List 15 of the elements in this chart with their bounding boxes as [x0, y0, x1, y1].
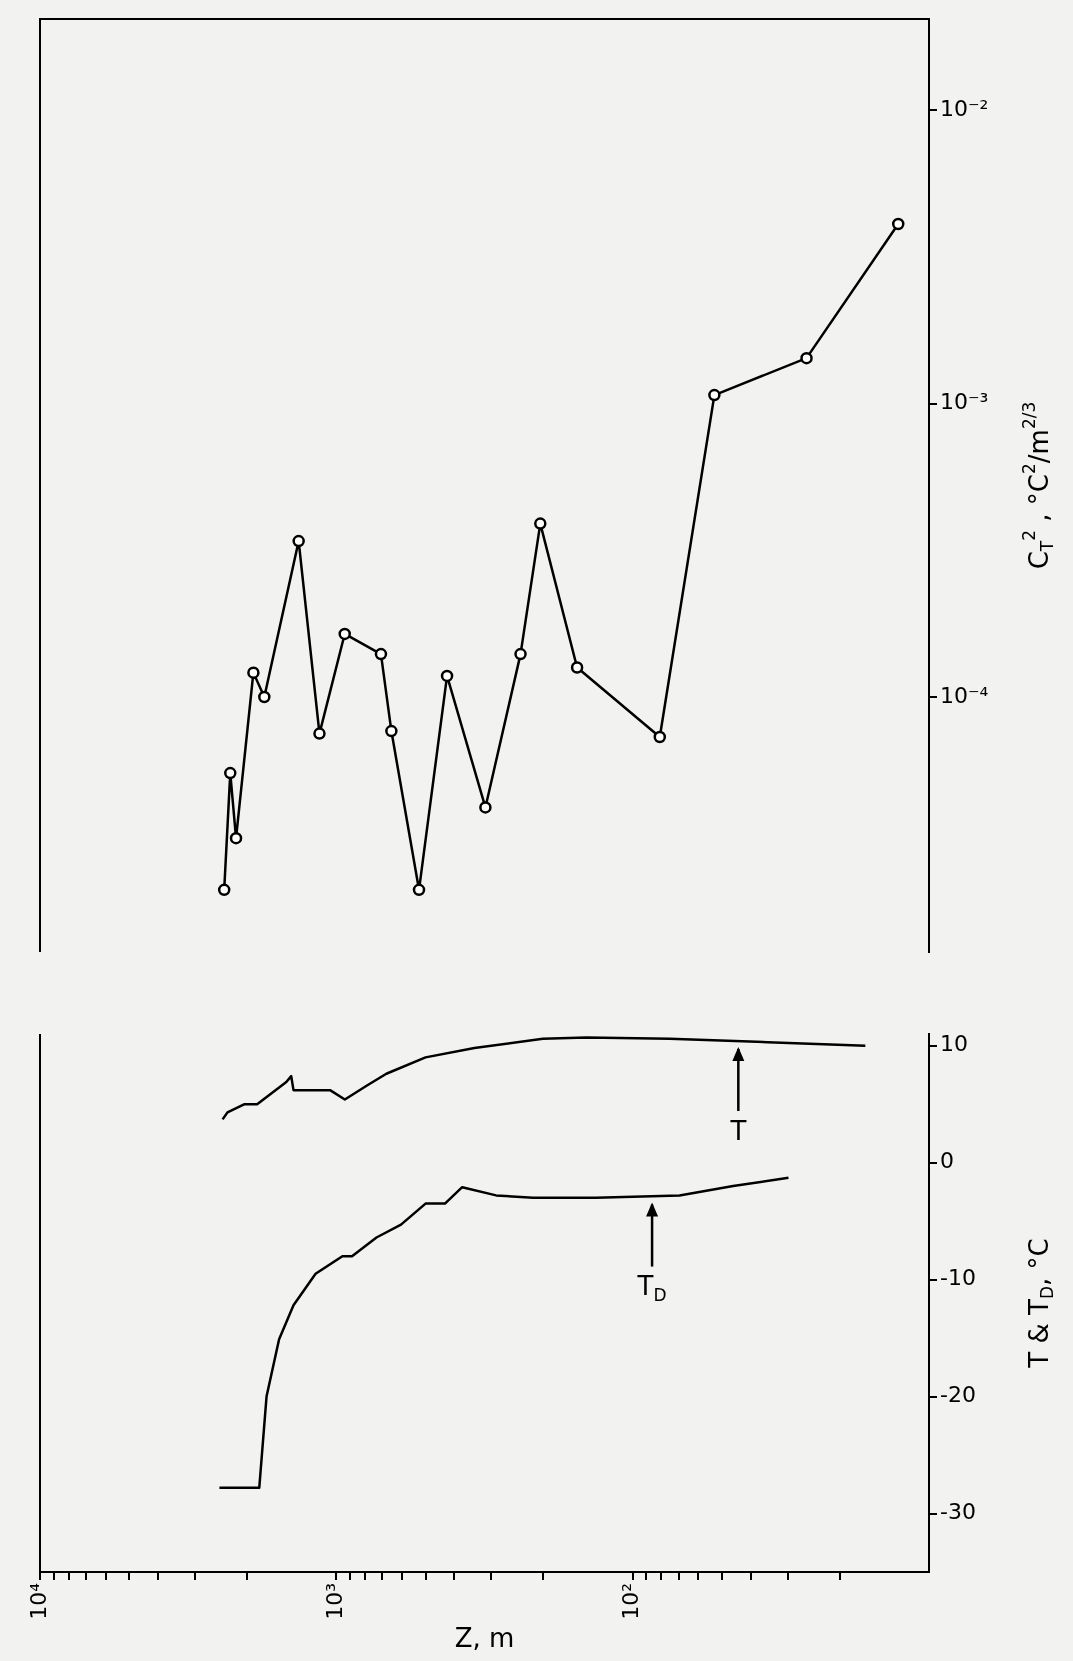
y-axis-title: T & TD, °C — [1023, 1238, 1058, 1369]
y-tick-label: 0 — [940, 1148, 954, 1174]
y-tick-label: -30 — [940, 1499, 976, 1525]
y-tick-label: 10⁻² — [940, 96, 989, 122]
y-axis-title: CT2 , °C2/m2/3 — [1019, 401, 1058, 570]
y-tick-label: 10 — [940, 1031, 968, 1057]
y-tick-label: 10⁻³ — [940, 389, 989, 415]
y-tick-label: -10 — [940, 1265, 976, 1291]
x-axis-title: Z, m — [454, 1622, 515, 1653]
annotation: T — [729, 1115, 747, 1146]
y-tick-label: -20 — [940, 1382, 976, 1408]
x-tick-label: 10⁴ — [25, 1582, 51, 1620]
x-tick-label: 10² — [618, 1583, 644, 1620]
x-tick-label: 10³ — [322, 1583, 348, 1620]
y-tick-label: 10⁻⁴ — [940, 682, 989, 708]
